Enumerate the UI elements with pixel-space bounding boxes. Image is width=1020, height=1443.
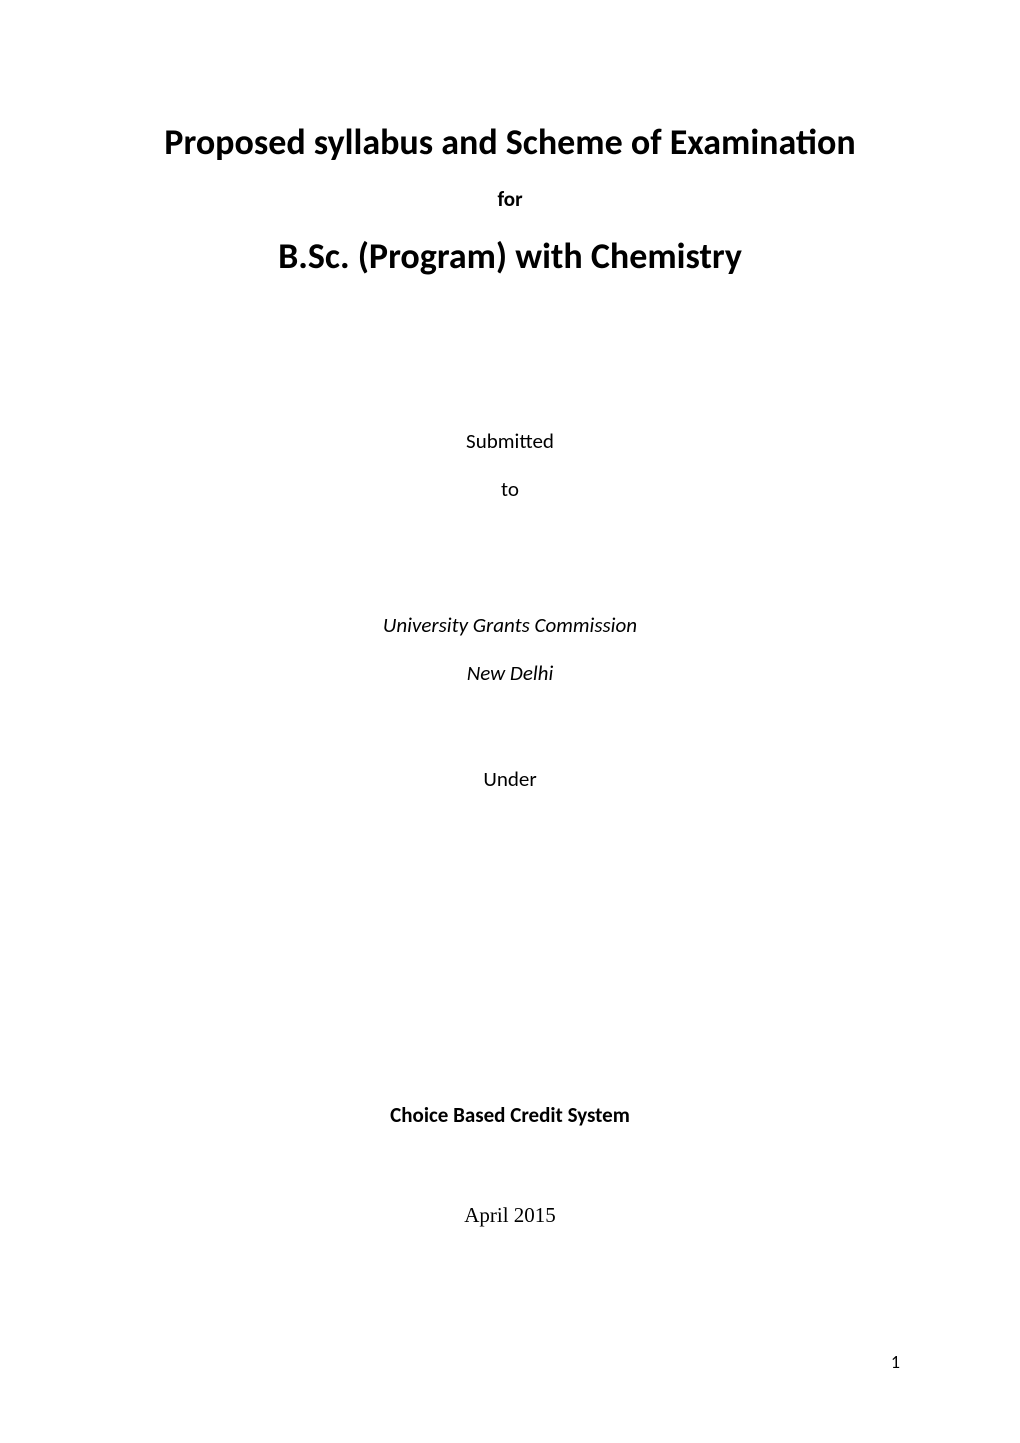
- title-sub: B.Sc. (Program) with Chemistry: [0, 234, 1020, 278]
- title-main: Proposed syllabus and Scheme of Examinat…: [0, 120, 1020, 164]
- cbcs-line: Choice Based Credit System: [0, 1102, 1020, 1128]
- submitted-label: Submitted: [0, 428, 1020, 454]
- ugc-line: University Grants Commission: [0, 612, 1020, 638]
- page-number: 1: [891, 1351, 900, 1373]
- to-label: to: [0, 476, 1020, 502]
- document-page: Proposed syllabus and Scheme of Examinat…: [0, 0, 1020, 1443]
- newdelhi-line: New Delhi: [0, 660, 1020, 686]
- title-for: for: [0, 186, 1020, 212]
- date-line: April 2015: [0, 1203, 1020, 1228]
- under-label: Under: [0, 766, 1020, 792]
